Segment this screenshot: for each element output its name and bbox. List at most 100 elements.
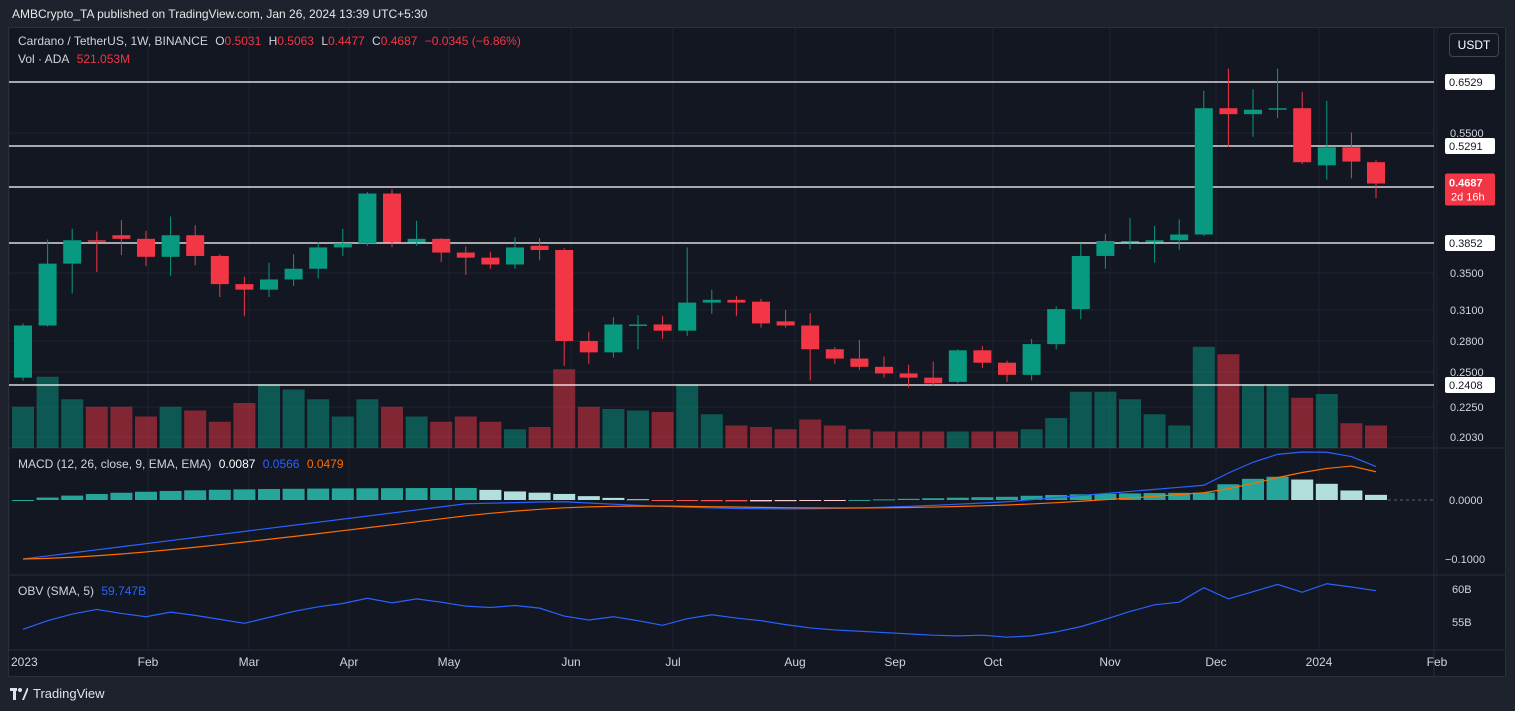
candle-body: [776, 321, 795, 326]
candle-body: [1145, 240, 1164, 243]
volume-bar: [651, 412, 674, 448]
macd-histogram-bar: [553, 493, 576, 500]
obv-line: [22, 583, 1377, 638]
candle-body: [284, 268, 303, 280]
macd-histogram-bar: [208, 489, 231, 500]
volume-bar: [1365, 425, 1387, 448]
volume-bar: [750, 427, 772, 448]
candle-body: [235, 284, 254, 290]
candle-body: [383, 193, 401, 243]
candle-body: [604, 324, 623, 353]
volume-bar: [282, 389, 305, 448]
macd-histogram-bar: [922, 498, 945, 500]
candle-body: [432, 238, 451, 253]
level-label-box: [1445, 235, 1495, 251]
macd-histogram-bar: [1266, 476, 1289, 500]
candle-body: [1367, 162, 1385, 184]
volume-bar: [848, 429, 871, 448]
volume-bar: [85, 406, 108, 448]
chart-canvas[interactable]: 0.5500 0.3500 0.3100 0.2800 0.2500 0.2250 0.20…: [9, 28, 1505, 676]
candle-body: [1342, 147, 1361, 162]
tradingview-logo[interactable]: TradingView: [10, 686, 105, 701]
time-label: Jun: [561, 655, 580, 669]
candle-body: [629, 324, 647, 326]
volume-bar: [553, 369, 576, 448]
macd-histogram-bar: [627, 499, 649, 501]
macd-histogram-bar: [381, 488, 403, 500]
candle-body: [801, 325, 820, 350]
price-tick: 0.5500: [1450, 128, 1484, 140]
macd-histogram-bar: [1365, 494, 1387, 500]
open-value: 0.5031: [224, 34, 262, 48]
macd-histogram-bar: [1094, 493, 1117, 500]
volume-bar: [1315, 394, 1338, 448]
macd-legend[interactable]: MACD (12, 26, close, 9, EMA, EMA) 0.0087…: [18, 457, 348, 471]
time-label: Feb: [138, 655, 159, 669]
volume-bar: [577, 406, 600, 448]
time-label: Nov: [1099, 655, 1120, 669]
macd-histogram-bar: [36, 497, 59, 500]
macd-histogram-bar: [848, 499, 871, 501]
volume-bar: [873, 431, 895, 448]
macd-histogram-bar: [1168, 492, 1191, 500]
macd-histogram-bar: [873, 499, 895, 501]
macd-histogram-bar: [1069, 494, 1092, 500]
grid-lines: [9, 28, 1505, 676]
macd-histogram-bar: [307, 488, 330, 500]
h-label: H: [268, 34, 278, 48]
macd-histogram-bar: [479, 489, 502, 500]
volume-bar: [996, 431, 1018, 448]
time-label: Aug: [784, 655, 805, 669]
candle-body: [1022, 344, 1041, 375]
currency-button[interactable]: USDT: [1449, 33, 1499, 57]
volume-bar: [922, 431, 945, 448]
macd-histogram-bar: [159, 490, 182, 500]
macd-histogram-bar: [504, 491, 526, 500]
change-value: −0.0345 (−6.86%): [424, 34, 521, 48]
volume-bar: [430, 421, 453, 448]
macd-hist-value: 0.0087: [218, 457, 256, 471]
macd-histogram-bar: [356, 488, 379, 500]
macd-histogram-bar: [946, 497, 969, 500]
candle-body: [1194, 108, 1213, 235]
symbol-name[interactable]: Cardano / TetherUS, 1W, BINANCE: [18, 34, 208, 48]
macd-histogram-bar: [577, 496, 600, 500]
candle-body: [456, 252, 475, 258]
volume-legend[interactable]: Vol · ADA 521.053M: [18, 52, 134, 66]
o-label: O: [215, 34, 225, 48]
macd-histogram-bar: [602, 497, 625, 500]
macd-histogram-bar: [233, 489, 256, 500]
obv-value: 59.747B: [101, 584, 147, 598]
candle-body: [260, 279, 278, 290]
level-label: 0.5291: [1449, 141, 1483, 153]
candle-body: [161, 235, 180, 257]
price-tick: 0.2800: [1450, 336, 1484, 348]
candle-body: [1170, 234, 1189, 241]
volume-bar: [381, 406, 403, 448]
volume-bar: [36, 376, 59, 448]
candle-body: [1071, 255, 1090, 310]
candle-body: [899, 373, 918, 378]
volume-bar: [1340, 423, 1363, 448]
candle-body: [1096, 240, 1115, 256]
macd-histogram-bar: [85, 494, 108, 500]
volume-bar: [1291, 397, 1314, 448]
volume-bar: [233, 403, 256, 448]
time-label: Apr: [340, 655, 359, 669]
candle-body: [112, 235, 131, 239]
volume-bar: [1069, 391, 1092, 448]
candle-body: [87, 240, 106, 242]
candle-body: [825, 349, 844, 359]
macd-histogram-bar: [774, 500, 797, 502]
volume-value: 521.053M: [76, 52, 131, 66]
level-label-box: [1445, 138, 1495, 154]
volume-bar: [331, 416, 354, 448]
level-label-box: [1445, 74, 1495, 90]
macd-histogram-bar: [528, 492, 551, 500]
chart-frame[interactable]: 0.5500 0.3500 0.3100 0.2800 0.2500 0.2250 0.20…: [8, 27, 1506, 677]
obv-legend[interactable]: OBV (SMA, 5) 59.747B: [18, 584, 150, 598]
symbol-legend[interactable]: Cardano / TetherUS, 1W, BINANCE O0.5031 …: [18, 34, 525, 48]
volume-bar: [208, 421, 231, 448]
price-axis: 0.5500 0.3500 0.3100 0.2800 0.2500 0.2250 0.20…: [1445, 74, 1495, 629]
volume-bar: [774, 429, 797, 448]
